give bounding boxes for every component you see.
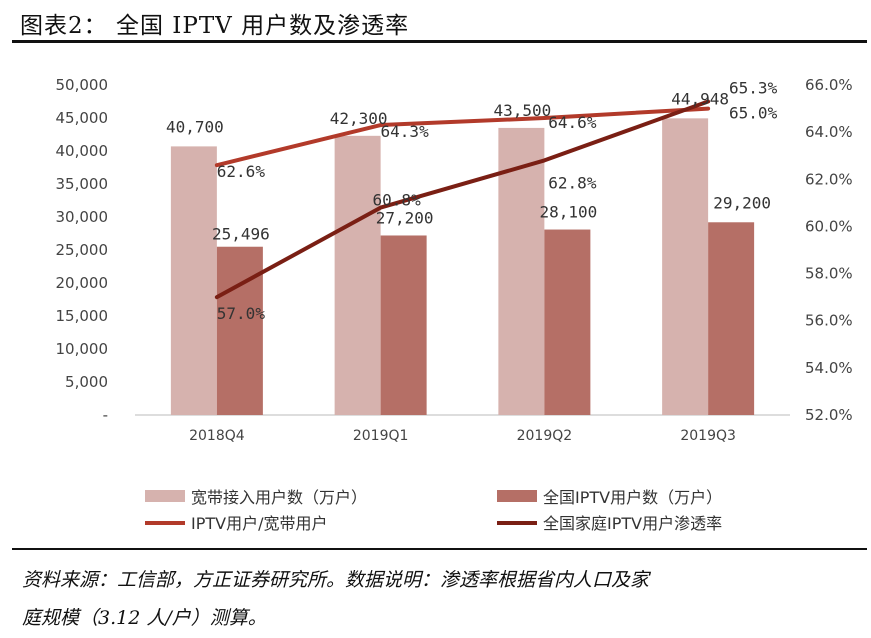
right-axis-tick-label: 66.0% — [805, 76, 853, 94]
bar-data-label: 43,500 — [493, 101, 551, 120]
source-note-line1: 资料来源：工信部，方正证券研究所。数据说明：渗透率根据省内人口及家 — [22, 569, 650, 591]
legend-label: IPTV用户/宽带用户 — [191, 514, 327, 533]
left-axis-tick-label: 10,000 — [56, 340, 109, 358]
left-axis-tick-label: - — [103, 406, 108, 424]
bar-data-label: 44,948 — [671, 89, 729, 108]
legend-label: 全国家庭IPTV用户渗透率 — [543, 514, 722, 533]
source-note-line2: 庭规模（3.12 人/户）测算。 — [22, 607, 267, 629]
legend-label: 宽带接入用户数（万户） — [191, 488, 367, 507]
category-label: 2019Q3 — [680, 428, 736, 444]
bar-iptv — [216, 246, 263, 415]
right-axis-tick-label: 56.0% — [805, 312, 853, 330]
left-axis-tick-label: 30,000 — [56, 208, 109, 226]
right-axis-tick-label: 60.0% — [805, 217, 853, 235]
line-data-label: 60.8% — [373, 191, 422, 210]
bar-broadband — [498, 127, 545, 416]
chart-area: - 5,000 10,000 15,000 20,000 25,000 30,000 35,0… — [56, 76, 853, 533]
bar-broadband — [334, 135, 381, 415]
left-axis-tick-label: 35,000 — [56, 175, 109, 193]
bar-data-label: 27,200 — [376, 208, 434, 227]
line-data-label: 62.6% — [217, 162, 266, 181]
line-data-label: 65.0% — [729, 104, 778, 123]
line-data-label: 65.3% — [729, 79, 778, 98]
line-data-label: 64.6% — [548, 113, 597, 132]
legend-swatch — [497, 490, 537, 502]
bottom-rule — [12, 548, 867, 550]
category-label: 2018Q4 — [189, 428, 245, 444]
line-data-label: 57.0% — [217, 304, 266, 323]
legend-label: 全国IPTV用户数（万户） — [543, 488, 722, 507]
legend-swatch — [145, 490, 185, 502]
left-axis-tick-label: 15,000 — [56, 307, 109, 325]
bar-iptv — [708, 222, 755, 415]
category-label: 2019Q2 — [517, 428, 573, 444]
bar-iptv — [544, 229, 591, 415]
line-series-household-penetration — [214, 99, 711, 300]
bar-data-label: 42,300 — [330, 109, 388, 128]
left-axis-tick-label: 20,000 — [56, 274, 109, 292]
line-series-iptv-broadband-ratio — [214, 106, 711, 168]
right-axis-tick-label: 54.0% — [805, 359, 853, 377]
left-axis-tick-label: 25,000 — [56, 241, 109, 259]
bar-iptv — [380, 235, 427, 415]
left-axis-tick-label: 50,000 — [56, 76, 109, 94]
right-axis-tick-label: 58.0% — [805, 265, 853, 283]
category-label: 2019Q1 — [353, 428, 409, 444]
bar-data-label: 28,100 — [539, 203, 597, 222]
chart-title: 图表2： 全国 IPTV 用户数及渗透率 — [20, 13, 410, 39]
bar-broadband — [170, 146, 217, 415]
left-axis-tick-label: 40,000 — [56, 142, 109, 160]
bar-data-label: 25,496 — [212, 225, 270, 244]
bar-data-label: 29,200 — [713, 193, 771, 212]
line-data-label: 62.8% — [548, 173, 597, 192]
top-rule — [12, 40, 867, 43]
left-axis-tick-label: 45,000 — [56, 109, 109, 127]
line-data-label: 64.3% — [381, 122, 430, 141]
right-axis-tick-label: 62.0% — [805, 170, 853, 188]
bar-broadband — [662, 118, 709, 415]
right-axis-tick-label: 64.0% — [805, 123, 853, 141]
left-axis-tick-label: 5,000 — [65, 373, 108, 391]
right-axis-tick-label: 52.0% — [805, 406, 853, 424]
bar-data-label: 40,700 — [166, 117, 224, 136]
